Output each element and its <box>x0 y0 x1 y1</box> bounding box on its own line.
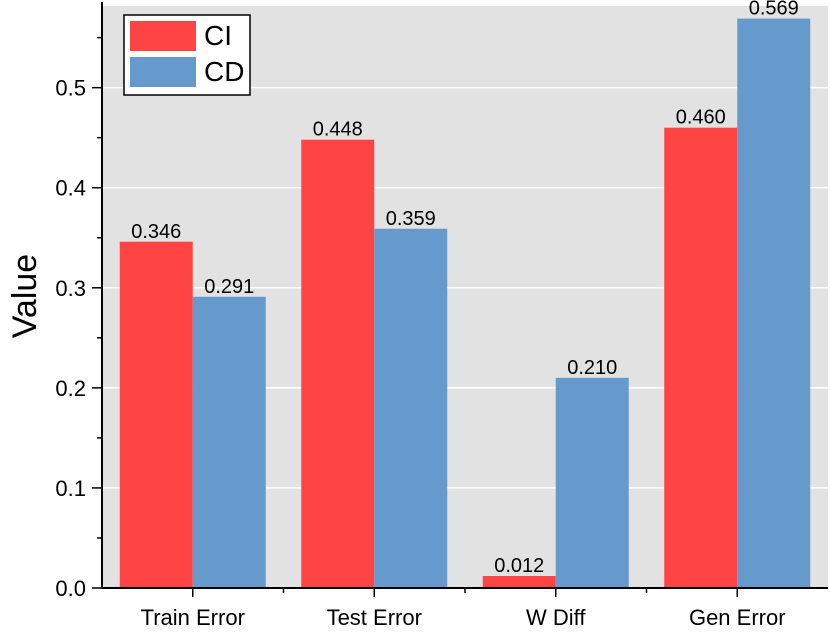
y-tick-label: 0.2 <box>55 376 86 401</box>
bar-value-label: 0.448 <box>313 119 363 141</box>
legend-swatch-ci <box>130 21 196 51</box>
legend-swatch-cd <box>130 57 196 87</box>
y-axis-label: Value <box>6 254 44 338</box>
legend-label-ci: CI <box>204 20 232 51</box>
bar-labels-group: 0.346 0.291 0.448 0.359 0.012 0.210 0.460 0.569 <box>131 0 799 577</box>
bar-value-label: 0.346 <box>131 221 181 243</box>
bar-cd <box>555 377 629 588</box>
bar-value-label: 0.569 <box>749 0 799 20</box>
bar-ci <box>119 241 193 589</box>
x-tick-label: Gen Error <box>689 605 786 630</box>
bar-cd <box>737 18 811 589</box>
x-tick-label: Test Error <box>327 605 422 630</box>
bar-ci <box>664 127 738 589</box>
bar-ci <box>301 139 375 588</box>
x-tick-label: W Diff <box>526 605 586 630</box>
y-tick-label: 0.5 <box>55 76 86 101</box>
bar-value-label: 0.359 <box>386 208 436 230</box>
bar-value-label: 0.291 <box>204 276 254 298</box>
bar-cd <box>192 296 266 588</box>
legend: CI CD <box>123 14 251 96</box>
bars-group <box>119 18 811 589</box>
legend-label-cd: CD <box>204 56 244 87</box>
bar-value-label: 0.460 <box>676 107 726 129</box>
y-tick-label: 0.1 <box>55 476 86 501</box>
y-tick-label: 0.3 <box>55 276 86 301</box>
y-tick-label: 0.4 <box>55 176 86 201</box>
bar-value-label: 0.210 <box>567 357 617 379</box>
bar-cd <box>374 228 448 588</box>
bar-value-label: 0.012 <box>494 555 544 577</box>
bar-ci <box>482 575 556 588</box>
y-tick-label: 0.0 <box>55 576 86 601</box>
axes-group: Train Error Test Error W Diff Gen Error 0.0 0… <box>55 2 828 630</box>
x-tick-label: Train Error <box>141 605 245 630</box>
